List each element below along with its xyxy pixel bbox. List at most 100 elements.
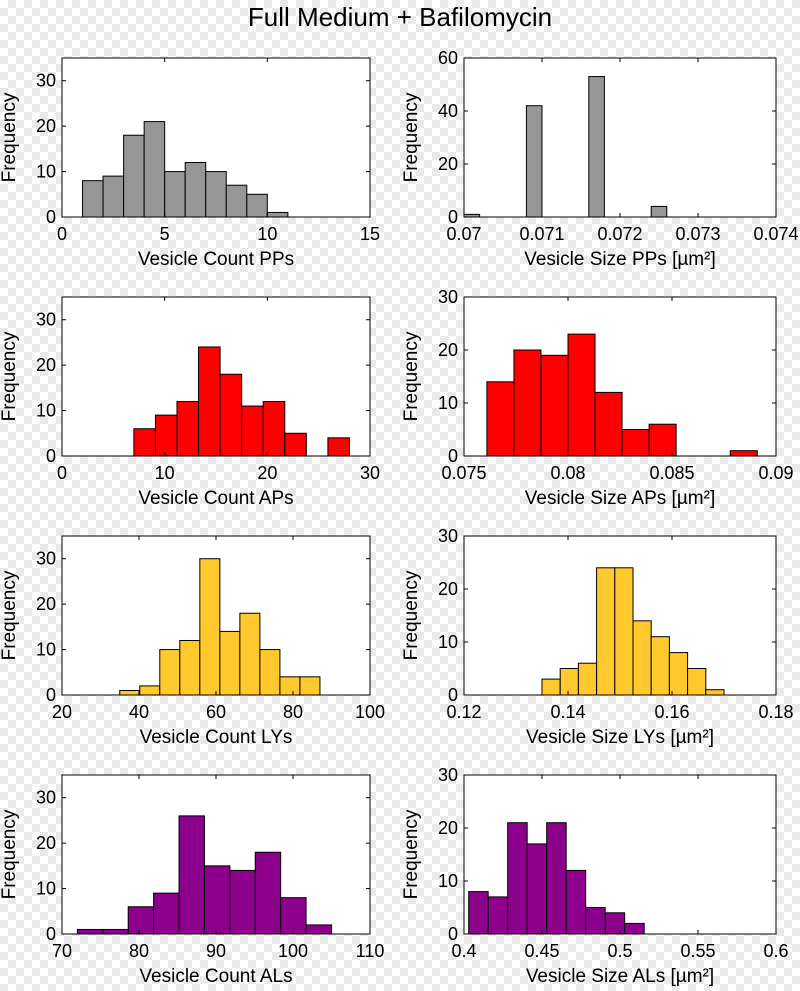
x-tick-label: 90 — [206, 941, 226, 961]
histogram-bar — [219, 373, 243, 457]
histogram-bar — [159, 649, 181, 696]
histogram-bar — [246, 193, 268, 218]
y-tick-label: 20 — [438, 579, 458, 599]
histogram-bar — [153, 892, 180, 935]
histogram-bar — [650, 636, 670, 696]
histogram-bar — [604, 912, 626, 935]
y-tick-label: 20 — [438, 340, 458, 360]
x-tick-label: 5 — [160, 224, 170, 244]
x-axis-label: Vesicle Size PPs [µm²] — [524, 249, 716, 270]
histogram-bar — [525, 105, 543, 218]
histogram-bar — [119, 689, 141, 696]
y-tick-label: 20 — [36, 355, 56, 375]
histogram-bar — [588, 76, 605, 218]
histogram-bar — [225, 184, 248, 218]
x-tick-label: 0.08 — [550, 463, 585, 483]
histogram-bar — [687, 668, 707, 696]
y-axis-label: Frequency — [401, 92, 422, 182]
x-tick-label: 0.075 — [441, 463, 486, 483]
plot-area — [464, 58, 776, 217]
x-tick-label: 70 — [52, 941, 72, 961]
histogram-bar — [133, 428, 156, 457]
x-axis-label: Vesicle Count APs — [138, 488, 293, 509]
histogram-bar — [143, 121, 166, 218]
histogram-bar — [82, 180, 104, 218]
histogram-bar — [139, 685, 161, 696]
histogram-bar — [262, 400, 286, 457]
y-tick-label: 20 — [36, 833, 56, 853]
y-tick-label: 0 — [448, 207, 458, 227]
histogram-bar — [507, 822, 528, 935]
histogram-bar — [154, 414, 178, 457]
histogram-bar — [648, 423, 677, 457]
axes-frame — [463, 535, 777, 696]
axes-frame — [61, 296, 371, 457]
y-tick-label: 10 — [438, 393, 458, 413]
x-axis-label: Vesicle Size LYs [µm²] — [526, 727, 714, 748]
y-tick-label: 20 — [36, 594, 56, 614]
x-tick-label: 10 — [257, 224, 277, 244]
histogram-bar — [102, 928, 129, 935]
axes-frame — [463, 296, 777, 457]
histogram-panel-count-al: 70 80 90 100 110 0 10 20 30 Vesicle Count ALs Freq… — [0, 774, 385, 987]
y-axis-label: Frequency — [401, 570, 422, 660]
x-axis-label: Vesicle Size ALs [µm²] — [526, 966, 714, 987]
x-tick-label: 0.071 — [519, 224, 564, 244]
y-tick-label: 30 — [36, 310, 56, 330]
x-tick-label: 0 — [57, 224, 67, 244]
y-tick-label: 0 — [46, 446, 56, 466]
y-tick-label: 10 — [438, 632, 458, 652]
y-tick-label: 30 — [438, 287, 458, 307]
histogram-bar — [585, 907, 606, 935]
histogram-bar — [259, 649, 281, 696]
x-tick-label: 0.074 — [753, 224, 798, 244]
y-tick-label: 10 — [36, 162, 56, 182]
histogram-bar — [279, 676, 301, 696]
histogram-bar — [327, 437, 350, 457]
histogram-panel-size-al: 0.4 0.45 0.5 0.55 0.6 0 10 20 30 Vesicle Size ALs… — [401, 765, 789, 987]
histogram-bar — [123, 134, 145, 218]
x-tick-label: 100 — [278, 941, 308, 961]
histogram-bar — [526, 843, 548, 935]
y-tick-label: 10 — [36, 879, 56, 899]
histogram-bar — [254, 851, 282, 935]
x-tick-label: 0.16 — [654, 702, 689, 722]
y-axis-label: Frequency — [401, 809, 422, 899]
x-axis-label: Vesicle Count PPs — [138, 249, 294, 270]
y-tick-label: 0 — [448, 446, 458, 466]
histogram-bar — [266, 211, 289, 218]
x-tick-label: 15 — [360, 224, 380, 244]
x-tick-label: 110 — [356, 941, 385, 961]
x-axis-label: Vesicle Count LYs — [140, 727, 293, 748]
x-tick-label: 10 — [155, 463, 175, 483]
histogram-bar — [284, 432, 307, 457]
x-tick-label: 0.073 — [675, 224, 720, 244]
y-tick-label: 30 — [36, 549, 56, 569]
y-tick-label: 0 — [448, 924, 458, 944]
histogram-bar — [486, 381, 515, 457]
x-tick-label: 0.09 — [758, 463, 793, 483]
y-tick-label: 10 — [36, 640, 56, 660]
histogram-bar — [487, 896, 509, 935]
y-tick-label: 30 — [438, 765, 458, 785]
histogram-panel-count-pp: 0 5 10 15 0 10 20 30 Vesicle Count PPs Frequency — [0, 57, 380, 270]
x-tick-label: 0.18 — [758, 702, 793, 722]
x-tick-label: 0.085 — [649, 463, 694, 483]
histogram-bar — [178, 815, 205, 935]
x-tick-label: 60 — [206, 702, 226, 722]
x-tick-label: 20 — [257, 463, 277, 483]
histogram-bar — [541, 678, 561, 696]
histogram-bar — [219, 630, 241, 696]
histogram-bar — [184, 161, 207, 218]
histogram-panel-count-ly: 20 40 60 80 100 0 10 20 30 Vesicle Count LYs Frequ… — [0, 535, 385, 748]
histogram-bar — [729, 450, 758, 457]
y-tick-label: 30 — [36, 71, 56, 91]
x-tick-label: 0 — [57, 463, 67, 483]
histogram-bar — [559, 668, 579, 696]
figure-title: Full Medium + Bafilomycin — [247, 2, 553, 32]
histogram-panel-size-pp: 0.07 0.071 0.072 0.073 0.074 0 20 40 60 Vesicle S… — [401, 48, 799, 270]
histogram-bar — [624, 922, 645, 935]
histogram-bar — [305, 924, 332, 935]
